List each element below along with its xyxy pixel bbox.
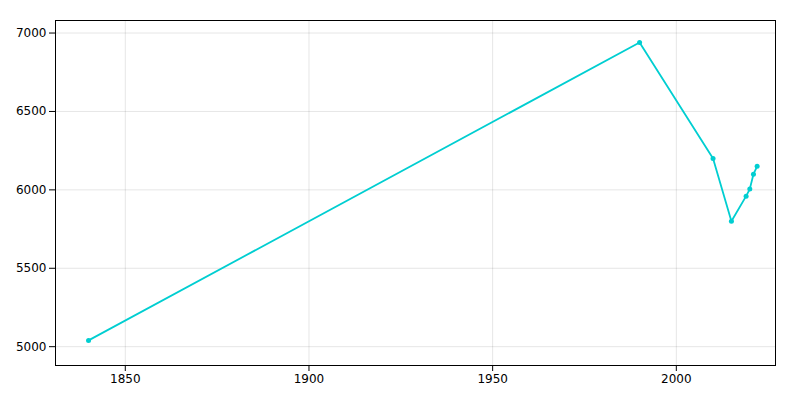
svg-text:2000: 2000 (661, 372, 692, 386)
svg-text:1900: 1900 (294, 372, 325, 386)
svg-text:5500: 5500 (16, 261, 47, 275)
svg-text:6000: 6000 (16, 183, 47, 197)
svg-text:7000: 7000 (16, 26, 47, 40)
svg-text:1850: 1850 (110, 372, 141, 386)
svg-text:5000: 5000 (16, 340, 47, 354)
svg-text:1950: 1950 (477, 372, 508, 386)
svg-text:6500: 6500 (16, 104, 47, 118)
